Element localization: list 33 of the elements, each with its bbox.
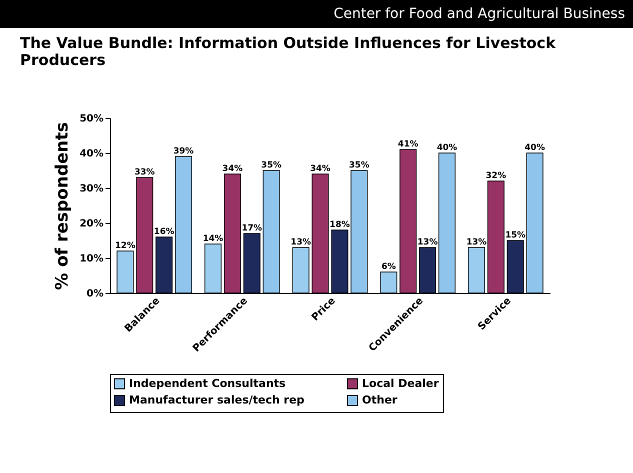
legend-label: Manufacturer sales/tech rep: [129, 394, 305, 406]
legend-label: Independent Consultants: [129, 376, 286, 390]
data-label: 39%: [173, 146, 194, 156]
data-label: 32%: [486, 171, 507, 181]
data-label: 17%: [242, 224, 263, 234]
y-tick-label: 30%: [80, 184, 104, 194]
y-tick-label: 40%: [80, 148, 104, 160]
data-label: 40%: [436, 143, 458, 153]
data-label: 13%: [466, 238, 488, 248]
data-label: 18%: [330, 220, 350, 230]
y-tick-label: 50%: [80, 114, 104, 124]
data-label: 40%: [524, 143, 546, 153]
data-label: 34%: [310, 164, 331, 174]
data-label: 13%: [417, 238, 438, 248]
data-label: 35%: [348, 160, 370, 170]
data-label: 12%: [115, 241, 136, 251]
text: Center for Food and Agricultural Business: [0, 0, 633, 28]
y-tick-label: 0%: [86, 288, 104, 300]
chart-title: The Value Bundle: Information Outside Influences for Livestock Producers: [20, 34, 557, 69]
legend-label: Local Dealer: [362, 376, 440, 390]
y-tick-label: 20%: [80, 218, 104, 230]
data-label: 34%: [222, 164, 244, 174]
data-label: 15%: [505, 230, 526, 240]
data-label: 13%: [290, 238, 312, 248]
data-label: 33%: [134, 168, 156, 178]
data-label: 35%: [261, 160, 282, 170]
data-label: 6%: [381, 262, 396, 272]
y-axis-title: % of respondents: [52, 122, 73, 290]
data-label: 14%: [202, 234, 224, 244]
y-tick-label: 10%: [80, 254, 104, 264]
legend-label: Other: [362, 394, 398, 406]
data-label: 16%: [154, 227, 175, 237]
data-label: 41%: [398, 140, 419, 150]
